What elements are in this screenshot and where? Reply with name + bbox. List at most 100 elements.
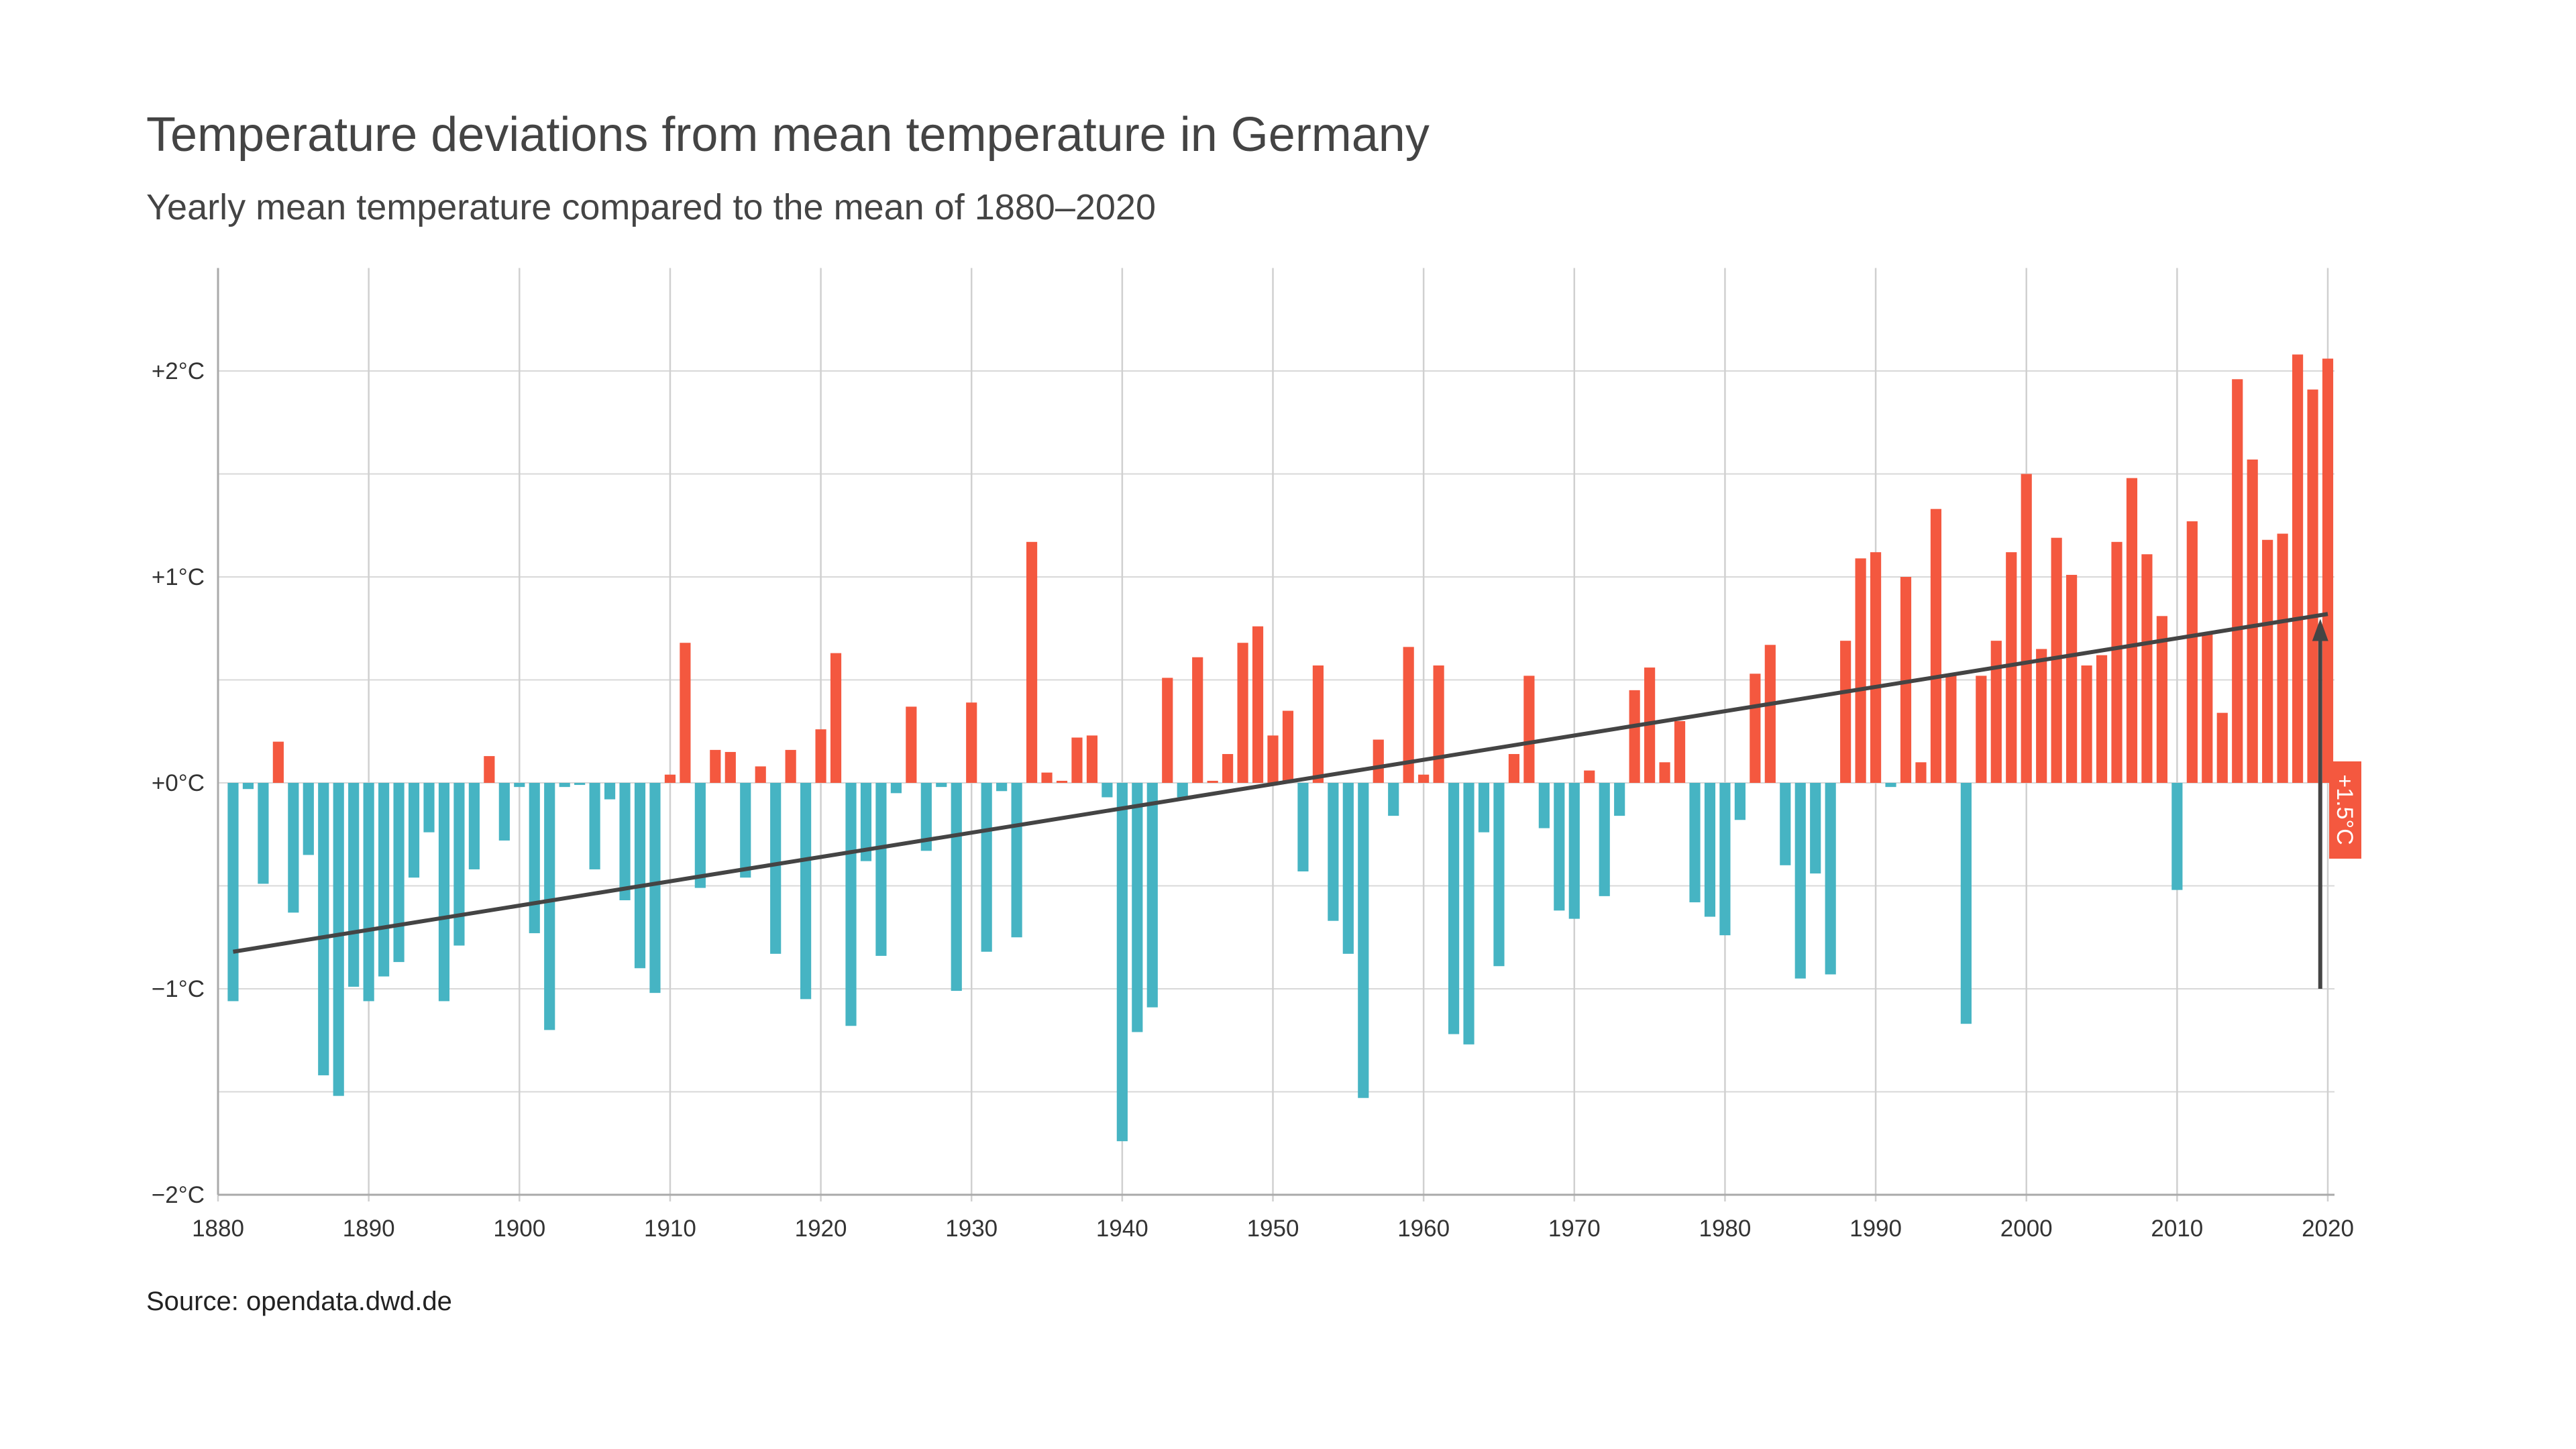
bar-1891 (378, 783, 390, 977)
x-tick-label: 1910 (644, 1216, 696, 1242)
bar-1929 (951, 783, 962, 991)
bar-1899 (498, 783, 510, 841)
bar-1988 (1840, 641, 1851, 783)
bar-1923 (860, 783, 872, 861)
bar-1930 (966, 702, 977, 783)
bar-1932 (996, 783, 1008, 792)
bar-1953 (1312, 665, 1324, 783)
bar-1885 (288, 783, 299, 913)
bar-1966 (1508, 754, 1520, 783)
bar-1963 (1463, 783, 1474, 1044)
bar-1955 (1342, 783, 1354, 954)
bar-2006 (2111, 541, 2123, 783)
bar-1974 (1629, 690, 1640, 783)
x-tick-label: 1990 (1849, 1216, 1902, 1242)
bar-1987 (1825, 783, 1836, 975)
bar-1947 (1222, 754, 1234, 783)
bar-1894 (423, 783, 435, 833)
annotation-label-box (2329, 761, 2361, 859)
bar-1884 (272, 741, 284, 783)
bar-1944 (1177, 783, 1188, 798)
bar-1909 (649, 783, 661, 994)
bar-1897 (468, 783, 480, 869)
bar-1943 (1162, 678, 1173, 783)
bar-1901 (529, 783, 540, 934)
bar-1912 (694, 783, 706, 888)
bar-1889 (348, 783, 360, 987)
bar-1960 (1418, 774, 1430, 783)
bar-1970 (1568, 783, 1580, 919)
bar-1949 (1252, 626, 1264, 783)
y-tick-label: +0°C (152, 770, 205, 796)
bar-1976 (1659, 762, 1670, 783)
x-tick-label: 2010 (2151, 1216, 2203, 1242)
bar-1908 (634, 783, 646, 969)
bar-1883 (258, 783, 269, 884)
y-tick-label: +2°C (152, 358, 205, 384)
y-tick-label: −2°C (152, 1182, 205, 1208)
bar-2019 (2307, 389, 2318, 783)
bar-2001 (2036, 649, 2047, 783)
arrow-head-icon (2312, 619, 2328, 641)
chart-subtitle: Yearly mean temperature compared to the … (146, 187, 1156, 227)
bar-1928 (936, 783, 947, 788)
bar-1936 (1056, 780, 1068, 783)
bar-1954 (1328, 783, 1339, 921)
bar-1905 (589, 783, 600, 869)
x-tick-label: 1940 (1096, 1216, 1148, 1242)
grid (217, 268, 2334, 1201)
bar-1931 (981, 783, 992, 952)
bar-2003 (2066, 574, 2078, 783)
bar-1968 (1538, 783, 1550, 828)
bar-1887 (318, 783, 329, 1075)
bar-2017 (2277, 533, 2288, 783)
bar-1934 (1026, 541, 1038, 783)
bar-1978 (1689, 783, 1701, 903)
x-tick-label: 1980 (1699, 1216, 1751, 1242)
bar-2012 (2202, 634, 2213, 783)
bar-1977 (1674, 720, 1686, 783)
bar-2004 (2081, 665, 2092, 783)
y-tick-label: −1°C (152, 976, 205, 1002)
bar-1996 (1960, 783, 1972, 1024)
bar-2018 (2292, 354, 2304, 783)
bar-1998 (1990, 641, 2002, 783)
bar-1941 (1132, 783, 1143, 1032)
bar-2016 (2262, 539, 2273, 783)
bar-1925 (890, 783, 902, 794)
bar-1983 (1764, 645, 1776, 783)
bar-1958 (1388, 783, 1399, 816)
trend-line-group (232, 612, 2328, 954)
x-tick-label: 1970 (1548, 1216, 1601, 1242)
bar-1927 (920, 783, 932, 851)
bar-1914 (724, 751, 736, 783)
bar-1938 (1086, 735, 1098, 783)
bar-1942 (1146, 783, 1158, 1008)
bar-1965 (1493, 783, 1505, 967)
bar-1957 (1373, 739, 1384, 783)
x-tick-label: 1890 (343, 1216, 395, 1242)
x-tick-label: 1960 (1397, 1216, 1450, 1242)
bar-1982 (1750, 674, 1761, 783)
axes: +2°C +1°C +0°C −1°C −2°C 1880 1890 1900 1910 1920… (152, 268, 2354, 1242)
bar-2009 (2156, 616, 2167, 783)
bar-1886 (303, 783, 314, 855)
bar-1926 (906, 706, 917, 783)
bar-1967 (1523, 676, 1535, 783)
bar-1962 (1448, 783, 1460, 1034)
bar-1956 (1358, 783, 1369, 1098)
bar-1946 (1207, 780, 1218, 783)
bar-1969 (1554, 783, 1565, 911)
bar-1919 (800, 783, 812, 1000)
bars (227, 354, 2334, 1142)
bar-1940 (1116, 783, 1128, 1142)
bar-1981 (1734, 783, 1746, 820)
bar-1893 (408, 783, 420, 878)
annotation: +1.5°C (2312, 619, 2361, 989)
bar-1959 (1403, 647, 1414, 783)
bar-1898 (484, 756, 495, 783)
bar-1961 (1433, 665, 1444, 783)
annotation-label: +1.5°C (2332, 774, 2357, 845)
x-tick-label: 1900 (493, 1216, 545, 1242)
bar-1907 (619, 783, 631, 900)
